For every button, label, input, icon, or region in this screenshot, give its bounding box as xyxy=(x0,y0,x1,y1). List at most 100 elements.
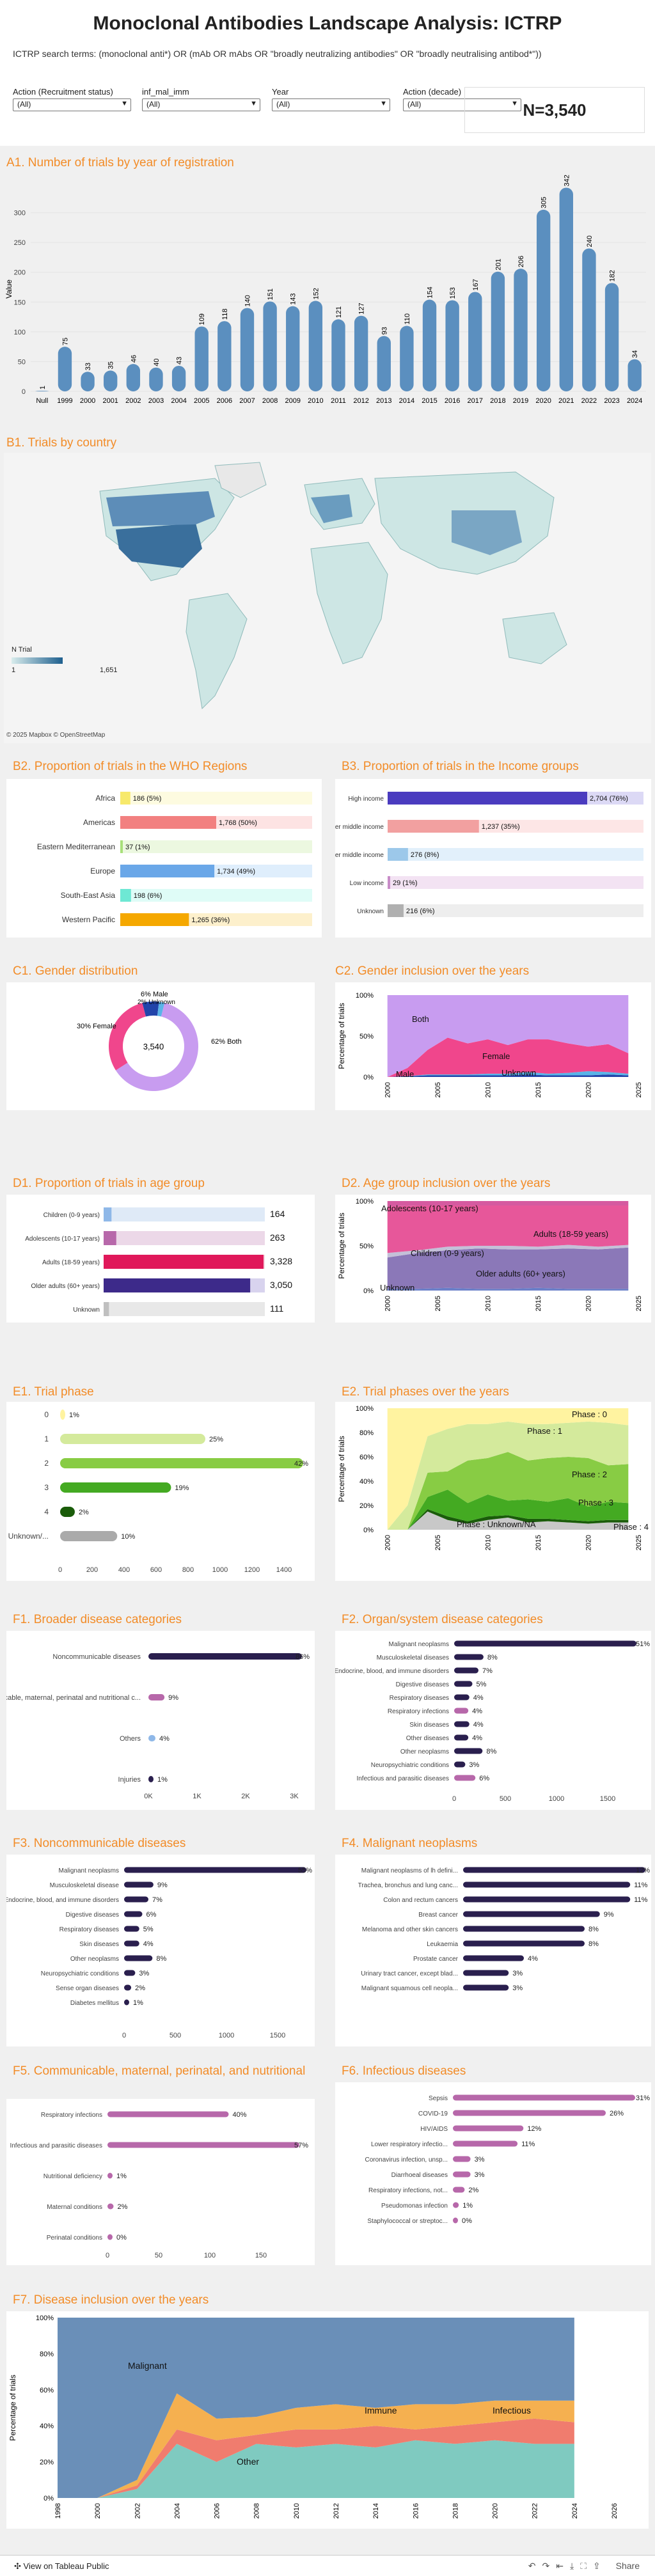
e1-title: E1. Trial phase xyxy=(13,1385,94,1399)
c2-series-label: Both xyxy=(412,1014,429,1024)
f3-bar xyxy=(124,1970,136,1976)
f1-title: F1. Broader disease categories xyxy=(13,1613,182,1626)
a1-data-label: 182 xyxy=(609,270,617,281)
map-south-america xyxy=(185,593,248,710)
e2-series-label: Phase : 1 xyxy=(527,1426,562,1436)
f1-xtick: 3K xyxy=(290,1793,299,1800)
a1-data-label: 206 xyxy=(517,256,525,267)
filter-select[interactable]: (All) ▼ xyxy=(142,98,260,111)
d2-series-label: Adults (18-59 years) xyxy=(533,1229,608,1239)
d2-series-label: Adolescents (10-17 years) xyxy=(381,1204,478,1213)
view-on-tableau-link[interactable]: ✣ View on Tableau Public xyxy=(14,2561,109,2571)
b3-data-label: 216 (6%) xyxy=(406,907,435,915)
a1-data-label: 34 xyxy=(631,350,639,357)
f4-card: Malignant neoplasms of lh defini... 12% Tr… xyxy=(335,1855,651,2046)
e2-ytick: 60% xyxy=(359,1454,374,1461)
a1-data-label: 110 xyxy=(404,313,411,325)
f4-data-label: 11% xyxy=(634,1881,647,1889)
f2-data-label: 7% xyxy=(482,1667,493,1675)
f6-chart: Sepsis 31% COVID-19 26% HIV/AIDS 12% Lower res… xyxy=(365,2094,650,2225)
filter-inf-mal-imm[interactable]: inf_mal_imm (All) ▼ xyxy=(142,87,260,111)
a1-bar xyxy=(217,321,232,391)
f7-series-label: Other xyxy=(237,2456,259,2467)
a1-xtick: 2003 xyxy=(148,397,164,405)
f1-xtick: 1K xyxy=(193,1793,201,1800)
f1-category-label: Others xyxy=(120,1735,141,1743)
f2-category-label: Neuropsychiatric conditions xyxy=(371,1762,449,1769)
f2-bar xyxy=(454,1761,466,1768)
f1-xtick: 2K xyxy=(241,1793,250,1800)
f3-category-label: Diabetes mellitus xyxy=(70,2000,119,2007)
a1-bar xyxy=(445,300,459,391)
a1-data-label: 43 xyxy=(176,357,184,365)
chevron-down-icon: ▼ xyxy=(121,100,128,107)
a1-xtick: 2012 xyxy=(353,397,368,405)
e2-area-series xyxy=(387,1408,629,1530)
e1-data-label: 2% xyxy=(79,1509,89,1516)
map-legend-title: N Trial xyxy=(12,646,32,654)
f2-bar xyxy=(454,1721,470,1727)
filter-select[interactable]: (All) ▼ xyxy=(272,98,390,111)
f5-data-label: 2% xyxy=(117,2203,127,2211)
e2-xtick: 2015 xyxy=(535,1535,542,1550)
f2-data-label: 8% xyxy=(486,1748,496,1755)
f6-bar xyxy=(453,2156,471,2162)
f7-series-label: Infectious xyxy=(493,2405,531,2415)
f3-data-label: 9% xyxy=(157,1881,168,1889)
f6-category-label: COVID-19 xyxy=(418,2110,448,2117)
f1-data-label: 4% xyxy=(159,1735,170,1743)
c2-area-series xyxy=(387,1071,629,1077)
c2-xtick: 2000 xyxy=(384,1082,392,1097)
revert-icon[interactable]: ⇤ xyxy=(556,2561,570,2571)
b3-chart: High income 2,704 (76%) Upper middle incom… xyxy=(324,792,643,917)
e2-ytick: 40% xyxy=(359,1478,374,1486)
f6-category-label: Coronavirus infection, unsp... xyxy=(365,2156,448,2164)
b2-category-label: Eastern Mediterranean xyxy=(37,842,115,851)
d1-bar-track xyxy=(104,1231,265,1245)
filter-recruitment-status[interactable]: Action (Recruitment status) (All) ▼ xyxy=(13,87,131,111)
a1-bar xyxy=(559,187,573,391)
f6-bar xyxy=(453,2094,635,2101)
e2-area-series xyxy=(387,1421,629,1530)
e1-xtick: 0 xyxy=(58,1566,62,1574)
f6-data-label: 1% xyxy=(462,2202,473,2210)
f7-xtick: 2018 xyxy=(452,2503,459,2518)
f4-bar xyxy=(463,1896,631,1903)
a1-data-label: 46 xyxy=(130,355,138,363)
undo-icon[interactable]: ↶ xyxy=(528,2561,542,2571)
f5-data-label: 0% xyxy=(116,2234,127,2242)
f6-category-label: Lower respiratory infectio... xyxy=(371,2141,448,2148)
redo-icon[interactable]: ↷ xyxy=(542,2561,556,2571)
f4-category-label: Leukaemia xyxy=(427,1941,458,1948)
fullscreen-icon[interactable]: ⛶ xyxy=(580,2561,594,2571)
filter-select[interactable]: (All) ▼ xyxy=(13,98,131,111)
b1-map[interactable]: N Trial 1 1,651 © 2025 Mapbox © OpenStre… xyxy=(4,453,651,743)
e2-xtick: 2000 xyxy=(384,1535,392,1550)
f7-ytick: 40% xyxy=(40,2423,54,2430)
b3-category-label: High income xyxy=(348,796,384,803)
download-icon[interactable]: ⤓ xyxy=(570,2561,581,2571)
c1-slice xyxy=(115,1003,198,1091)
filter-year[interactable]: Year (All) ▼ xyxy=(272,87,390,111)
f5-category-label: Infectious and parasitic diseases xyxy=(10,2142,102,2149)
e2-area-series xyxy=(387,1489,629,1530)
f7-xtick: 2016 xyxy=(412,2503,420,2518)
f7-ytick: 20% xyxy=(40,2459,54,2467)
d1-bar xyxy=(104,1278,251,1292)
share-button[interactable]: ⇪ Share xyxy=(593,2561,640,2571)
filter-decade[interactable]: Action (decade) (All) ▼ xyxy=(403,87,521,111)
f4-category-label: Urinary tract cancer, except blad... xyxy=(361,1970,458,1977)
d1-bar-track xyxy=(104,1302,265,1316)
f2-bar xyxy=(454,1748,483,1754)
f2-data-label: 3% xyxy=(469,1761,479,1769)
f7-title: F7. Disease inclusion over the years xyxy=(13,2293,209,2307)
f2-bar xyxy=(454,1681,473,1687)
a1-data-label: 305 xyxy=(541,197,548,208)
f6-bar xyxy=(453,2187,465,2193)
f1-category-label: Noncommunicable diseases xyxy=(52,1653,141,1661)
e2-series-label: Phase : 4 xyxy=(613,1522,649,1532)
filter-select[interactable]: (All) ▼ xyxy=(403,98,521,111)
c2-area-series xyxy=(387,1074,629,1077)
d1-card: Children (0-9 years) 164 Adolescents (10-1… xyxy=(6,1195,315,1323)
f7-xtick: 2004 xyxy=(173,2503,181,2518)
